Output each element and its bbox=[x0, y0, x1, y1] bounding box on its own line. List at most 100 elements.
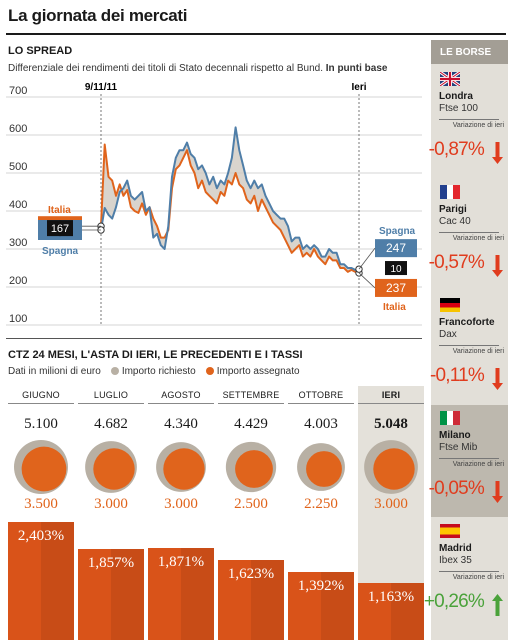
rate-bar: 1,871% bbox=[148, 548, 214, 640]
rate-bar-shade bbox=[251, 560, 284, 640]
market-index: Ftse 100 bbox=[439, 103, 478, 114]
variation-value: +0,26% bbox=[423, 591, 485, 612]
italy-flag-icon bbox=[440, 411, 460, 425]
assigned-circle bbox=[373, 448, 415, 490]
variation-value: -0,87% bbox=[428, 139, 485, 160]
market-milano: Milano Ftse Mib Variazione di ieri -0,05% bbox=[428, 405, 508, 517]
assigned-circle bbox=[163, 448, 205, 490]
auctions-legend: Dati in milioni di euro Importo richiest… bbox=[8, 366, 300, 377]
market-londra: Londra Ftse 100 Variazione di ieri -0,87% bbox=[428, 66, 508, 178]
spagna-line bbox=[100, 126, 360, 271]
variation-value: -0,11% bbox=[430, 365, 485, 386]
marker-end-label: Ieri bbox=[351, 82, 366, 93]
end-spagna-label: Spagna bbox=[379, 226, 416, 237]
borse-title: LE BORSE bbox=[431, 40, 508, 64]
arrow-down-icon bbox=[492, 255, 503, 277]
auction-month: IERI bbox=[358, 390, 424, 404]
rate-bar: 1,857% bbox=[78, 548, 144, 640]
spread-subtitle: Differenziale dei rendimenti dei titoli … bbox=[8, 63, 387, 74]
spread-chart: 1002003004005006007009/11/11IeriItalia57… bbox=[6, 82, 422, 326]
assigned-swatch bbox=[205, 367, 214, 375]
rate-bar: 1,392% bbox=[288, 571, 354, 640]
assigned-amount: 2.500 bbox=[234, 496, 268, 512]
market-index: Ftse Mib bbox=[439, 442, 478, 453]
assigned-circle bbox=[21, 446, 67, 492]
auction-month: OTTOBRE bbox=[288, 390, 354, 404]
arrow-down-icon bbox=[492, 368, 503, 390]
end-spagna-leader bbox=[358, 247, 376, 270]
market-city: Londra bbox=[439, 91, 473, 102]
assigned-circle bbox=[93, 448, 135, 490]
arrow-up-icon bbox=[492, 594, 503, 616]
market-city: Francoforte bbox=[439, 317, 495, 328]
market-divider bbox=[439, 345, 499, 346]
rate-bar-shade bbox=[111, 548, 144, 640]
auction-month: LUGLIO bbox=[78, 390, 144, 404]
y-tick-label: 400 bbox=[9, 199, 27, 211]
market-index: Cac 40 bbox=[439, 216, 471, 227]
assigned-amount: 3.000 bbox=[374, 496, 408, 512]
legend-requested-label: Importo richiesto bbox=[121, 366, 196, 377]
y-tick-label: 600 bbox=[9, 123, 27, 135]
y-tick-label: 500 bbox=[9, 161, 27, 173]
start-spread-value: 167 bbox=[51, 223, 69, 235]
requested-amount: 5.048 bbox=[374, 416, 408, 432]
auction-month: AGOSTO bbox=[148, 390, 214, 404]
amount-circles bbox=[156, 442, 206, 492]
amount-circles bbox=[364, 440, 418, 494]
assigned-amount: 3.000 bbox=[94, 496, 128, 512]
requested-amount: 4.340 bbox=[164, 416, 198, 432]
variation-label: Variazione di ieri bbox=[452, 574, 504, 581]
spread-subtitle-text: Differenziale dei rendimenti dei titoli … bbox=[8, 63, 323, 74]
auction-luglio: LUGLIO 4.682 3.000 1,857% bbox=[78, 386, 144, 640]
spread-subtitle-unit: In punti base bbox=[325, 63, 388, 74]
rate-bar: 1,623% bbox=[218, 560, 284, 640]
auctions-title: CTZ 24 MESI, L'ASTA DI IERI, LE PRECEDEN… bbox=[8, 349, 303, 361]
auction-month: GIUGNO bbox=[8, 390, 74, 404]
start-italia-label: Italia bbox=[48, 205, 71, 216]
title-rule bbox=[6, 33, 506, 35]
assigned-circle bbox=[306, 451, 342, 487]
italia-line bbox=[100, 143, 360, 274]
end-spread-value: 10 bbox=[390, 264, 402, 275]
requested-amount: 4.429 bbox=[234, 416, 268, 432]
legend-requested: Importo richiesto bbox=[110, 366, 196, 377]
rate-value: 2,403% bbox=[17, 528, 65, 544]
requested-amount: 5.100 bbox=[24, 416, 58, 432]
market-divider bbox=[439, 571, 499, 572]
amount-circles bbox=[225, 441, 277, 493]
assigned-amount: 3.000 bbox=[164, 496, 198, 512]
auction-agosto: AGOSTO 4.340 3.000 1,871% bbox=[148, 386, 214, 640]
end-italia-label: Italia bbox=[383, 302, 406, 313]
legend-assigned: Importo assegnato bbox=[205, 366, 300, 377]
uk-flag-icon bbox=[440, 72, 460, 86]
auctions-panel: GIUGNO 5.100 3.500 2,403% LUGLIO 4.682 3.000 1,… bbox=[8, 386, 424, 640]
legend-assigned-label: Importo assegnato bbox=[216, 366, 300, 377]
france-flag-icon bbox=[440, 185, 460, 199]
rate-bar-shade bbox=[391, 582, 424, 640]
rate-value: 1,871% bbox=[157, 554, 205, 571]
y-tick-label: 100 bbox=[9, 313, 27, 325]
end-spagna-value: 247 bbox=[386, 241, 406, 255]
amount-circles bbox=[14, 440, 68, 494]
rate-bar-shade bbox=[321, 571, 354, 640]
section-divider bbox=[6, 338, 422, 339]
market-divider bbox=[439, 232, 499, 233]
auction-month: SETTEMBRE bbox=[218, 390, 284, 404]
market-city: Milano bbox=[439, 430, 471, 441]
page-title: La giornata dei mercati bbox=[8, 6, 188, 25]
variation-value: -0,05% bbox=[428, 478, 485, 499]
requested-swatch bbox=[110, 367, 119, 375]
start-spagna-label: Spagna bbox=[42, 246, 79, 257]
end-italia-box bbox=[375, 278, 417, 297]
variation-label: Variazione di ieri bbox=[452, 348, 504, 355]
market-index: Ibex 35 bbox=[439, 555, 472, 566]
auction-settembre: SETTEMBRE 4.429 2.500 1,623% bbox=[218, 386, 284, 640]
arrow-down-icon bbox=[492, 481, 503, 503]
spread-area bbox=[101, 127, 359, 273]
rate-bar-shade bbox=[181, 548, 214, 640]
end-spagna-box bbox=[375, 239, 417, 258]
end-spread-box bbox=[385, 261, 407, 276]
amount-circles bbox=[297, 443, 345, 491]
variation-value: -0,57% bbox=[428, 252, 485, 273]
